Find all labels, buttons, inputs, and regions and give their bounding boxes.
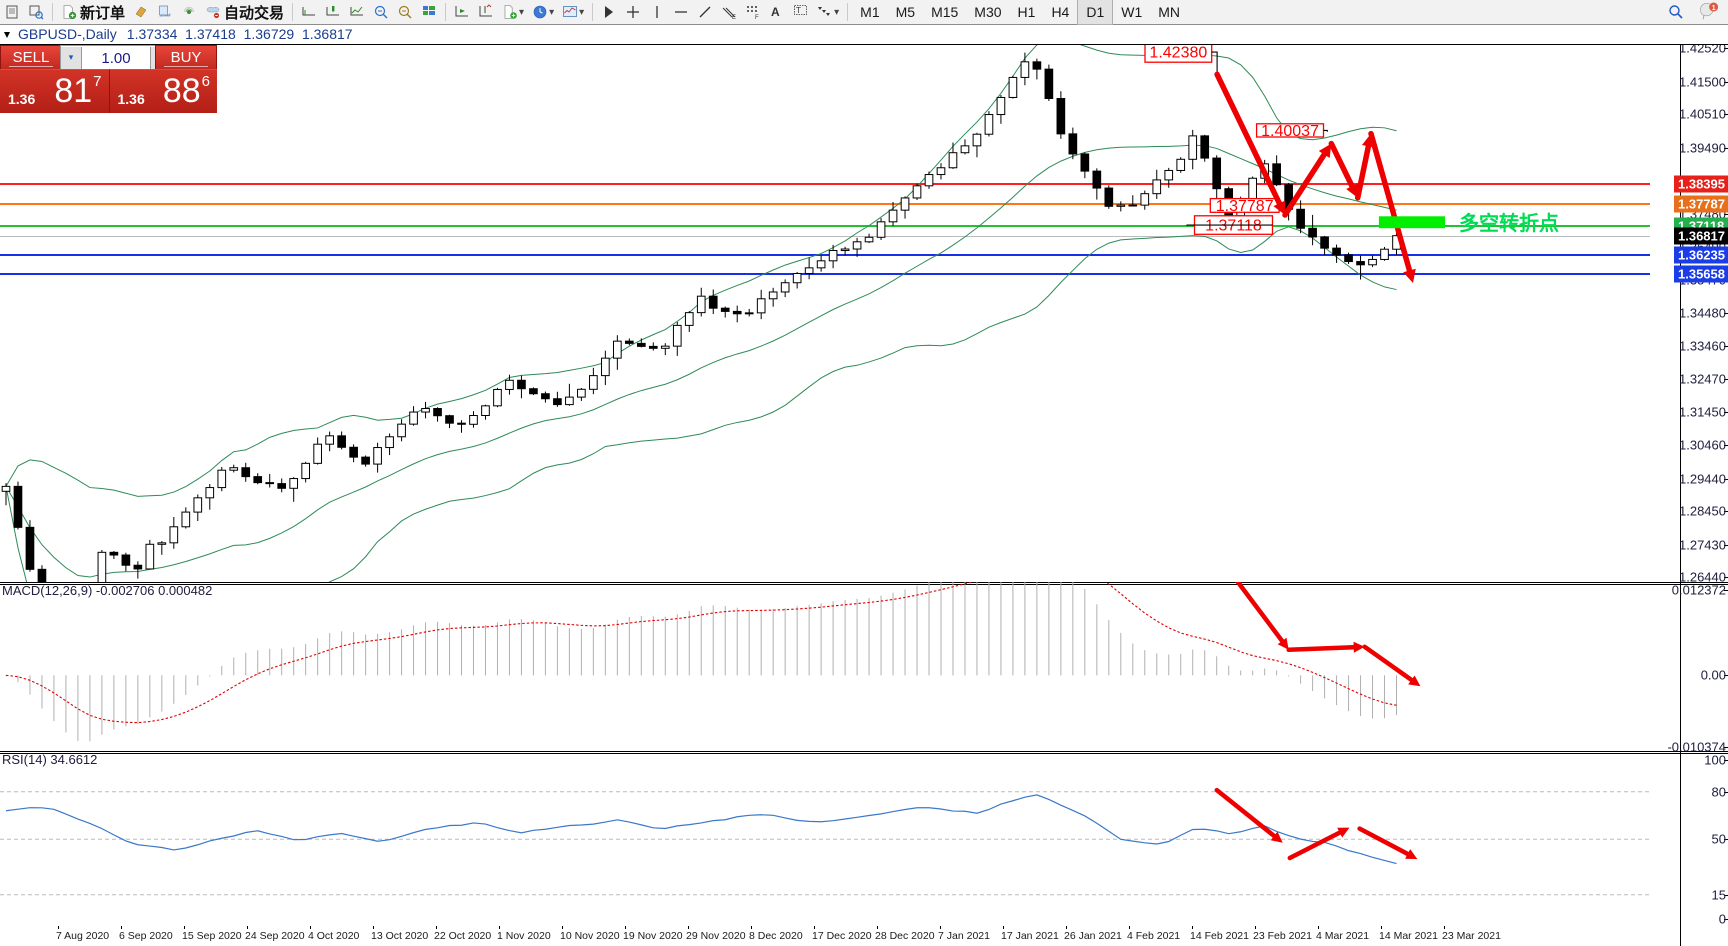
svg-text:1.37118: 1.37118 bbox=[1205, 218, 1262, 235]
svg-text:1.37787: 1.37787 bbox=[1216, 198, 1274, 215]
svg-text:F: F bbox=[755, 15, 759, 20]
svg-text:T: T bbox=[796, 6, 801, 15]
svg-text:1: 1 bbox=[1712, 5, 1716, 12]
svg-text:1.40037: 1.40037 bbox=[1261, 123, 1319, 140]
svg-text:E: E bbox=[732, 15, 736, 20]
svg-text:1.42380: 1.42380 bbox=[1149, 45, 1207, 62]
svg-text:A: A bbox=[771, 5, 780, 19]
